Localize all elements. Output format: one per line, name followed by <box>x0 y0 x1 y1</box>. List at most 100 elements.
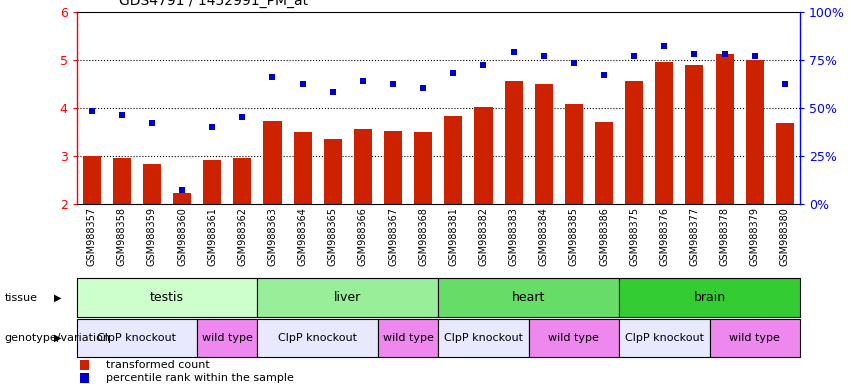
Text: GSM988367: GSM988367 <box>388 207 398 266</box>
Text: heart: heart <box>512 291 545 304</box>
Bar <box>444 116 462 204</box>
Bar <box>619 319 710 357</box>
Text: GSM988365: GSM988365 <box>328 207 338 266</box>
Bar <box>323 139 342 204</box>
Text: GSM988378: GSM988378 <box>720 207 729 266</box>
Text: percentile rank within the sample: percentile rank within the sample <box>106 373 294 383</box>
Text: GSM988359: GSM988359 <box>147 207 157 266</box>
Text: GSM988363: GSM988363 <box>267 207 277 266</box>
Text: wild type: wild type <box>729 333 780 343</box>
Bar <box>112 158 131 204</box>
Text: wild type: wild type <box>383 333 433 343</box>
Text: GSM988382: GSM988382 <box>478 207 488 266</box>
Bar <box>595 122 613 204</box>
Bar <box>716 54 734 204</box>
Text: GSM988383: GSM988383 <box>509 207 518 266</box>
Point <box>537 53 551 59</box>
Bar <box>745 60 763 204</box>
Text: ClpP knockout: ClpP knockout <box>97 333 176 343</box>
Bar <box>619 278 800 317</box>
Point <box>748 53 762 59</box>
Point <box>627 53 641 59</box>
Text: GSM988362: GSM988362 <box>237 207 248 266</box>
Text: ▶: ▶ <box>54 333 61 343</box>
Bar <box>264 121 282 204</box>
Bar <box>197 319 257 357</box>
Bar <box>143 164 161 204</box>
Bar <box>685 65 704 204</box>
Text: brain: brain <box>694 291 726 304</box>
Bar <box>474 107 493 204</box>
Point <box>507 49 521 55</box>
Bar <box>710 319 800 357</box>
Text: ClpP knockout: ClpP knockout <box>444 333 523 343</box>
Text: GSM988366: GSM988366 <box>358 207 368 266</box>
Bar <box>414 132 432 204</box>
Point <box>326 89 340 95</box>
Point <box>296 81 310 88</box>
Bar <box>257 278 438 317</box>
Bar <box>528 319 619 357</box>
Text: GSM988386: GSM988386 <box>599 207 609 266</box>
Point <box>146 120 159 126</box>
Point <box>236 114 249 120</box>
Text: genotype/variation: genotype/variation <box>4 333 111 343</box>
Bar <box>625 81 643 204</box>
Bar <box>378 319 438 357</box>
Text: liver: liver <box>334 291 362 304</box>
Text: GSM988381: GSM988381 <box>448 207 459 266</box>
Point <box>266 74 279 80</box>
Text: GSM988376: GSM988376 <box>660 207 670 266</box>
Point <box>778 81 791 88</box>
Text: GDS4791 / 1452991_PM_at: GDS4791 / 1452991_PM_at <box>119 0 308 8</box>
Bar <box>83 156 100 204</box>
Text: tissue: tissue <box>4 293 37 303</box>
Bar <box>77 278 257 317</box>
Text: GSM988379: GSM988379 <box>750 207 760 266</box>
Bar <box>80 360 89 370</box>
Bar <box>294 132 311 204</box>
Bar <box>233 158 251 204</box>
Text: GSM988357: GSM988357 <box>87 207 97 266</box>
Bar <box>384 131 402 204</box>
Point <box>688 51 701 57</box>
Text: GSM988380: GSM988380 <box>780 207 790 266</box>
Text: GSM988384: GSM988384 <box>539 207 549 266</box>
Text: GSM988360: GSM988360 <box>177 207 187 266</box>
Point <box>597 72 611 78</box>
Point <box>477 62 490 68</box>
Bar <box>438 319 528 357</box>
Text: GSM988377: GSM988377 <box>689 207 700 266</box>
Bar <box>505 81 523 204</box>
Point <box>717 51 731 57</box>
Bar <box>534 84 553 204</box>
Bar <box>80 373 89 383</box>
Bar <box>565 104 583 204</box>
Text: GSM988385: GSM988385 <box>568 207 579 266</box>
Point <box>85 108 99 114</box>
Text: ▶: ▶ <box>54 293 61 303</box>
Bar <box>77 319 197 357</box>
Text: GSM988358: GSM988358 <box>117 207 127 266</box>
Text: GSM988375: GSM988375 <box>629 207 639 266</box>
Text: GSM988364: GSM988364 <box>298 207 308 266</box>
Point <box>567 60 580 66</box>
Text: wild type: wild type <box>548 333 599 343</box>
Point <box>447 70 460 76</box>
Text: wild type: wild type <box>202 333 253 343</box>
Text: ClpP knockout: ClpP knockout <box>625 333 704 343</box>
Bar <box>776 123 794 204</box>
Point <box>386 81 400 88</box>
Bar <box>655 62 673 204</box>
Text: GSM988368: GSM988368 <box>418 207 428 266</box>
Point <box>205 124 219 130</box>
Bar <box>438 278 619 317</box>
Point <box>416 85 430 91</box>
Text: transformed count: transformed count <box>106 360 209 370</box>
Point <box>356 78 369 84</box>
Text: testis: testis <box>150 291 184 304</box>
Point <box>175 187 189 193</box>
Point <box>115 112 129 118</box>
Bar <box>173 193 191 204</box>
Text: ClpP knockout: ClpP knockout <box>278 333 357 343</box>
